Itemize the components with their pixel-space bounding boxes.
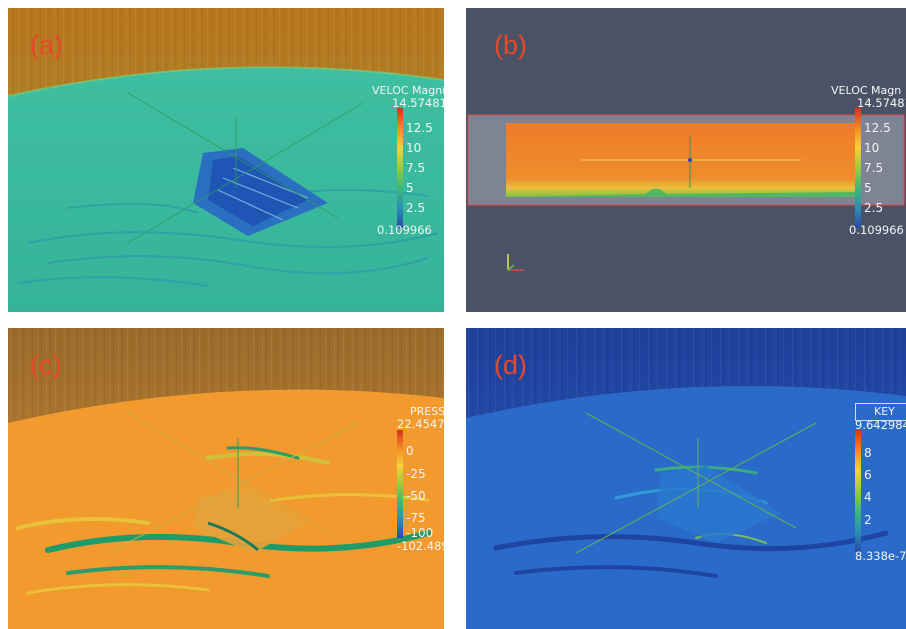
panel-a-tick: 5 [406,181,414,195]
panel-a-render [8,8,444,312]
panel-c-tick: 0 [406,444,414,458]
panel-a-tick: 7.5 [406,161,426,175]
panel-b-tick: 5 [864,181,872,195]
panel-b-label: (b) [494,30,527,60]
panel-d-legend-max: 9.642984 [855,418,906,432]
panel-d: (d) KEY 9.642984 8 6 4 2 8.338e-7 [466,328,906,629]
panel-c-colorbar [397,430,403,538]
panel-d-tick: 2 [864,513,872,527]
panel-c-label: (c) [30,350,62,380]
panel-d-tick: 8 [864,446,872,460]
panel-d-tick: 6 [864,468,872,482]
panel-c-tick: -100 [406,526,434,540]
panel-b: (b) VELOC Magn 14.57481 12.5 10 7.5 5 2.… [466,8,906,312]
panel-b-legend-max: 14.57481 [857,96,906,110]
panel-b-legend-title: VELOC Magn [831,84,902,97]
panel-a-label: (a) [30,30,63,60]
panel-c-render [8,328,444,629]
panel-d-colorbar [855,430,861,552]
panel-c-legend-min: -102.489 [397,539,444,553]
panel-c-tick: -50 [406,489,426,503]
panel-a-legend-title: VELOC Magnit [372,84,444,97]
panel-b-tick: 12.5 [864,121,891,135]
panel-b-tick: 2.5 [864,201,884,215]
panel-d-legend-box [855,403,906,421]
panel-c-tick: -25 [406,467,426,481]
axes-triad-icon [507,254,524,271]
panel-d-legend-title: KEY [874,405,895,418]
panel-a-legend-max: 14.57481 [392,96,444,110]
panel-d-legend-min: 8.338e-7 [855,549,906,563]
panel-d-tick: 4 [864,490,872,504]
panel-d-render [466,328,906,629]
panel-c-legend-title: PRESS [410,405,444,418]
panel-b-render [466,8,906,312]
panel-d-label: (d) [494,350,527,380]
panel-a: (a) VELOC Magnit 14.57481 12.5 10 7.5 5 … [8,8,444,312]
panel-c: (c) PRESS 22.45477 0 -25 -50 -75 -100 -1… [8,328,444,629]
panel-a-tick: 2.5 [406,201,426,215]
panel-c-tick: -75 [406,511,426,525]
panel-b-tick: 7.5 [864,161,884,175]
panel-b-tick: 10 [864,141,880,155]
panel-c-legend-max: 22.45477 [397,417,444,431]
panel-b-colorbar [855,108,861,228]
panel-a-colorbar [397,108,403,228]
panel-a-legend-min: 0.109966 [377,223,432,237]
panel-a-tick: 12.5 [406,121,433,135]
panel-a-tick: 10 [406,141,422,155]
panel-b-legend-min: 0.109966 [849,223,904,237]
